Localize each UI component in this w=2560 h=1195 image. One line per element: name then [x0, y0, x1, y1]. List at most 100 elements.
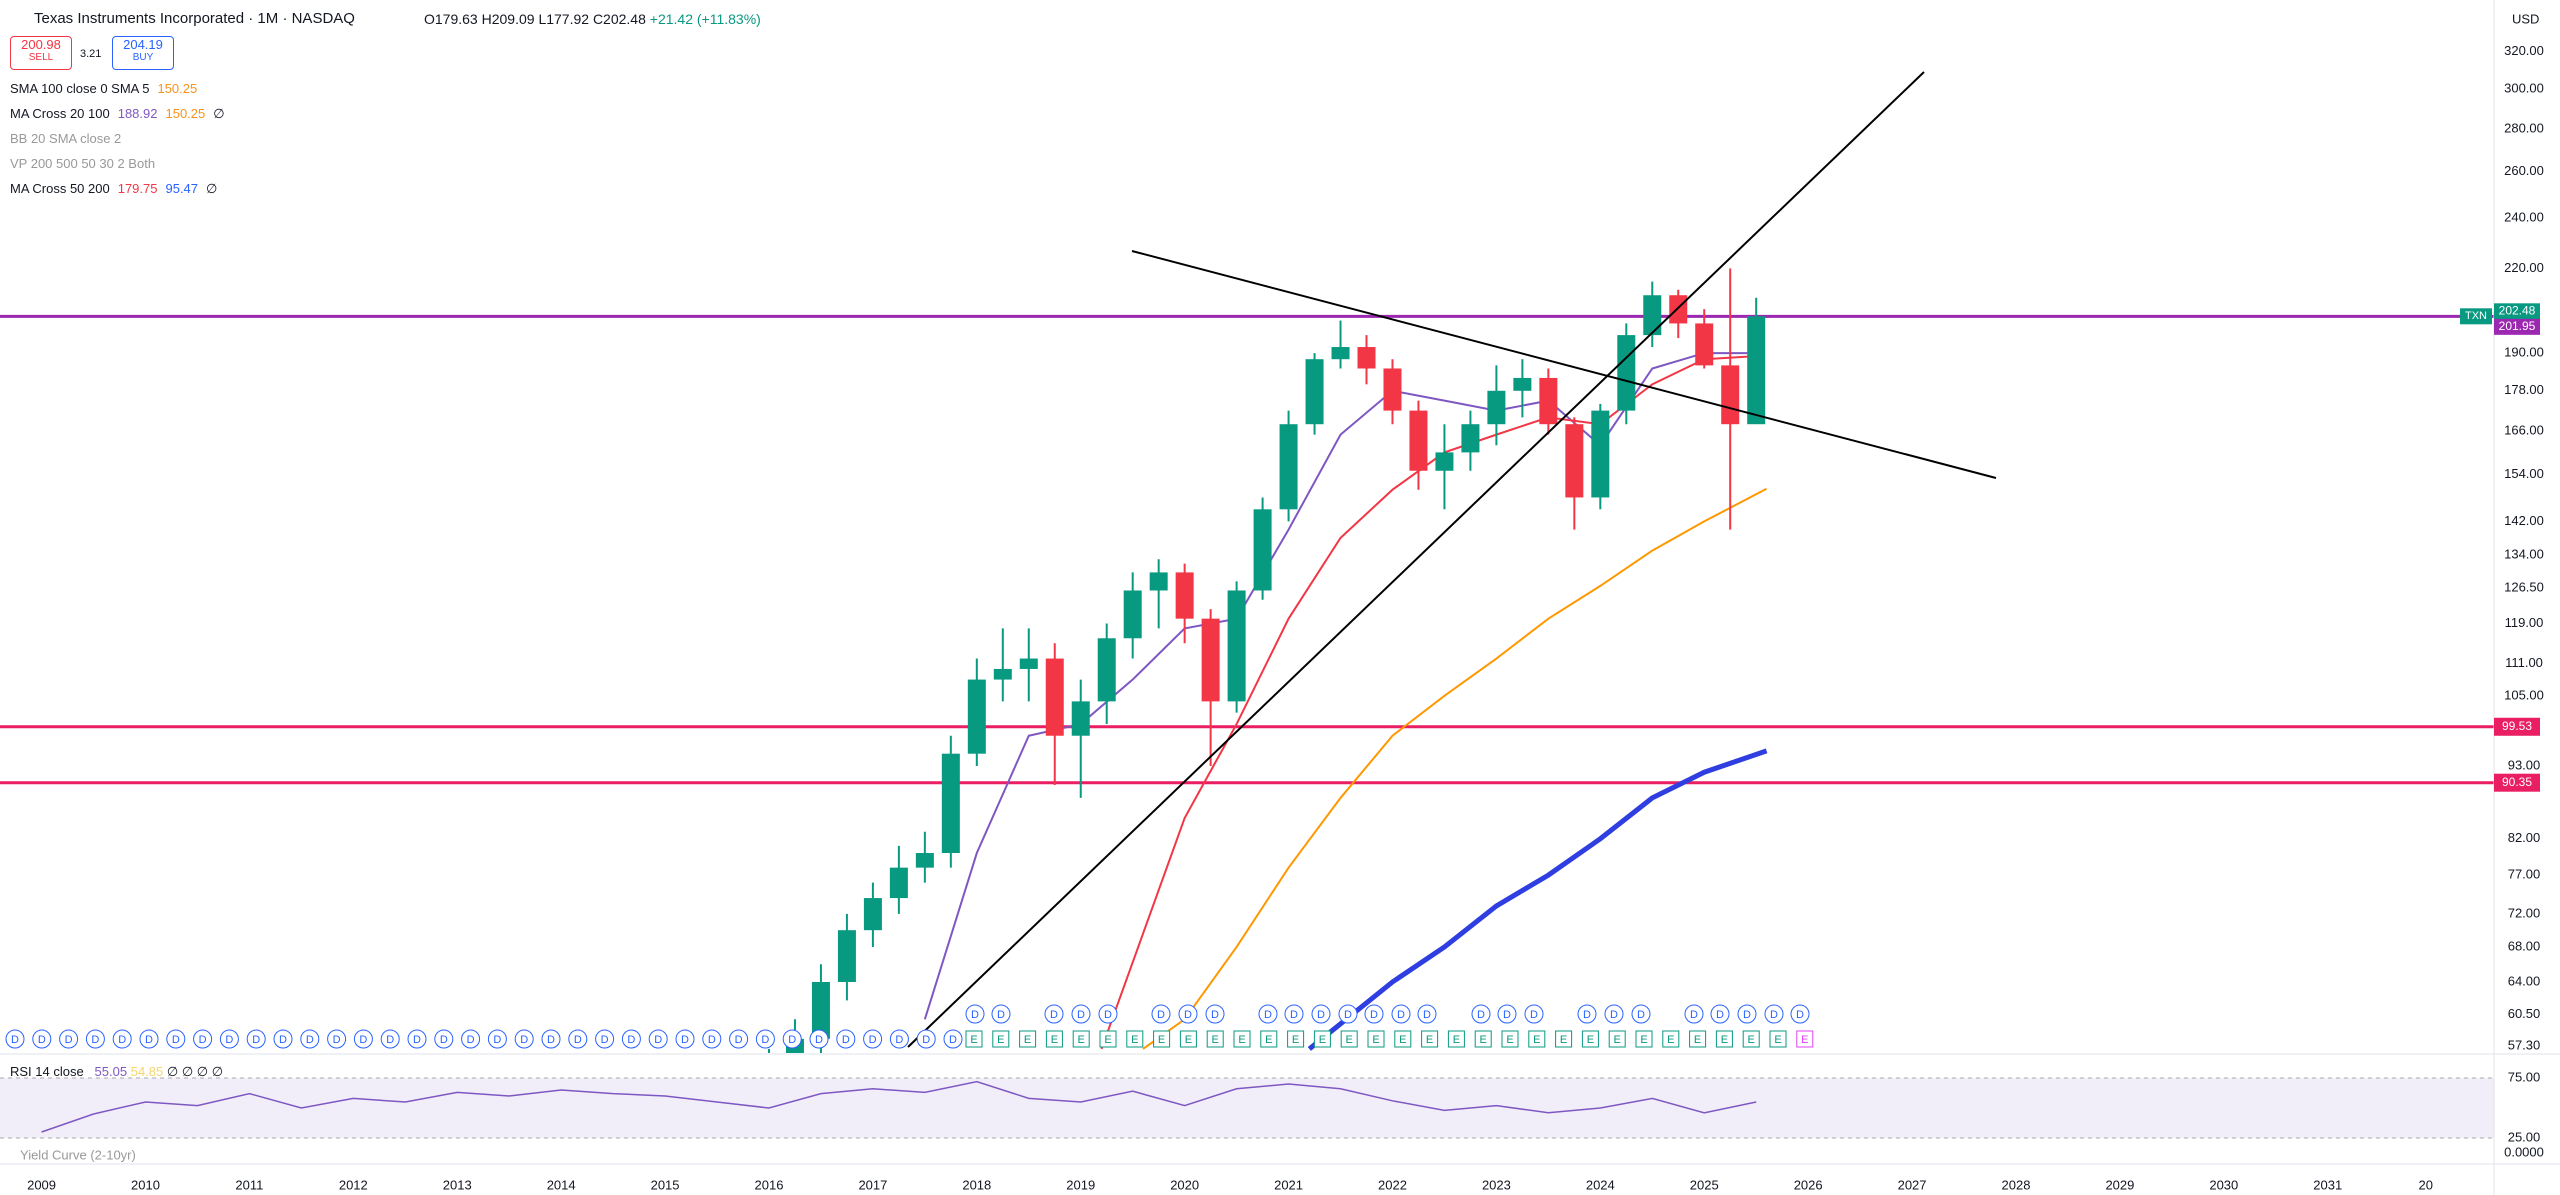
buy-button[interactable]: 204.19 BUY: [112, 36, 174, 70]
dividend-icon: [1737, 1004, 1757, 1024]
earnings-marker: E: [1131, 1034, 1138, 1046]
dividend-icon: [166, 1029, 186, 1049]
indicator[interactable]: MA Cross 20 100 188.92 150.25 ∅: [10, 106, 225, 122]
dividend-icon: [112, 1029, 132, 1049]
candle-body: [1097, 638, 1116, 702]
earnings-icon: [1501, 1030, 1519, 1048]
dividend-marker: D: [520, 1034, 528, 1046]
moving-average: [1142, 487, 1768, 1050]
indicator-value: 150.25: [157, 81, 198, 96]
v: 54.85: [130, 1064, 164, 1079]
x-tick-label: 2022: [1378, 1177, 1407, 1192]
earnings-marker: E: [1480, 1034, 1487, 1046]
dividend-marker: D: [1637, 1009, 1645, 1021]
candle-body: [1357, 347, 1376, 369]
earnings-marker: E: [1292, 1034, 1299, 1046]
sell-price: 200.98: [21, 37, 61, 52]
y-tick-label: 134.00: [2504, 546, 2544, 561]
x-tick-label: 2028: [2002, 1177, 2031, 1192]
dividend-icon: [1044, 1004, 1064, 1024]
indicator-name: BB 20 SMA close 2: [10, 131, 122, 146]
y-tick-label: 82.00: [2508, 830, 2541, 845]
dividend-icon: [1497, 1004, 1517, 1024]
dividend-icon: [1417, 1004, 1437, 1024]
earnings-icon: [1206, 1030, 1224, 1048]
earnings-icon: [1313, 1030, 1331, 1048]
dividend-icon: [1391, 1004, 1411, 1024]
dividend-icon: [139, 1029, 159, 1049]
x-tick-label: 2009: [27, 1177, 56, 1192]
candle-body: [1123, 590, 1142, 639]
dividend-icon: [380, 1029, 400, 1049]
earnings-icon: [1635, 1030, 1653, 1048]
currency: USD: [2512, 11, 2539, 26]
earnings-marker: E: [1185, 1034, 1192, 1046]
dividend-marker: D: [1264, 1009, 1272, 1021]
candle-body: [1487, 390, 1506, 425]
ohlc: O179.63 H209.09 L177.92 C202.48 +21.42 (…: [424, 11, 761, 27]
dividend-marker: D: [1796, 1009, 1804, 1021]
dividend-marker: D: [1344, 1009, 1352, 1021]
candle-body: [1565, 424, 1584, 498]
dividend-icon: [273, 1029, 293, 1049]
y-tick-label: 119.00: [2505, 615, 2544, 630]
y-tick-label: 111.00: [2505, 655, 2543, 670]
candle-body: [1175, 572, 1194, 619]
earnings-marker: E: [1051, 1034, 1058, 1046]
candle-body: [1305, 359, 1324, 425]
dividend-icon: [59, 1029, 79, 1049]
y-tick-label: 320.00: [2504, 43, 2544, 58]
indicator[interactable]: BB 20 SMA close 2: [10, 131, 121, 146]
earnings-icon: [992, 1030, 1010, 1048]
sell-button[interactable]: 200.98 SELL: [10, 36, 72, 70]
x-tick-label: 2025: [1690, 1177, 1719, 1192]
earnings-marker: E: [1774, 1034, 1781, 1046]
candle-body: [1695, 323, 1714, 366]
earnings-icon: [1287, 1030, 1305, 1048]
dividend-icon: [836, 1029, 856, 1049]
y-tick-label: 105.00: [2504, 687, 2544, 702]
y-tick-label: 280.00: [2504, 120, 2544, 135]
earnings-marker: E: [1694, 1034, 1701, 1046]
dividend-icon: [1151, 1004, 1171, 1024]
earnings-icon: [1474, 1030, 1492, 1048]
rsi-zero-label: 0.0000: [2504, 1144, 2544, 1159]
y-tick-label: 260.00: [2504, 163, 2544, 178]
x-tick-label: 2024: [1586, 1177, 1615, 1192]
dividend-icon: [1764, 1004, 1784, 1024]
dividend-icon: [1071, 1004, 1091, 1024]
dividend-icon: [729, 1029, 749, 1049]
dividend-marker: D: [1157, 1009, 1165, 1021]
dividend-icon: [85, 1029, 105, 1049]
indicator-value: 179.75: [117, 181, 158, 196]
rsi-line: [41, 1080, 1757, 1133]
y-tick-label: 300.00: [2504, 81, 2544, 96]
dividend-icon: [32, 1029, 52, 1049]
sell-label: SELL: [28, 52, 54, 63]
buy-label: BUY: [132, 52, 154, 63]
rsi-legend: RSI 14 close 55.05 54.85 ∅ ∅ ∅ ∅: [10, 1064, 223, 1080]
v: ∅ ∅ ∅ ∅: [166, 1064, 224, 1079]
indicator[interactable]: SMA 100 close 0 SMA 5 150.25: [10, 81, 197, 96]
dividend-marker: D: [895, 1034, 903, 1046]
price-tag: [2494, 303, 2540, 320]
dividend-icon: [1205, 1004, 1225, 1024]
indicator[interactable]: MA Cross 50 200 179.75 95.47 ∅: [10, 181, 217, 197]
dividend-marker: D: [1211, 1009, 1219, 1021]
earnings-icon: [1260, 1030, 1278, 1048]
earnings-marker: E: [1533, 1034, 1540, 1046]
candle-body: [1513, 377, 1532, 391]
earnings-icon: [1233, 1030, 1251, 1048]
earnings-marker: E: [1158, 1034, 1165, 1046]
y-tick-label: 126.50: [2504, 580, 2544, 595]
price-tag-label: 202.48: [2499, 303, 2536, 317]
indicator[interactable]: VP 200 500 50 30 2 Both: [10, 156, 155, 171]
indicator-value: 150.25: [165, 106, 206, 121]
dividend-icon: [300, 1029, 320, 1049]
earnings-icon: [1769, 1030, 1787, 1048]
earnings-icon: [1715, 1030, 1733, 1048]
l: L177.92: [538, 11, 590, 27]
dividend-icon: [1338, 1004, 1358, 1024]
dividend-icon: [965, 1004, 985, 1024]
indicator-value: 188.92: [117, 106, 158, 121]
